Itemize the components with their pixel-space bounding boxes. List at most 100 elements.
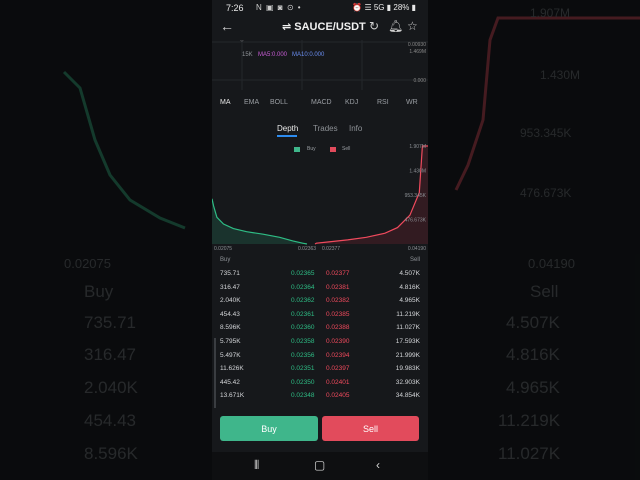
sell-quantity: 4.507K xyxy=(399,270,420,277)
indicator-ma[interactable]: MA xyxy=(220,99,231,106)
pair-title[interactable]: ⇌ SAUCE/USDT xyxy=(282,21,366,33)
order-book-row[interactable]: 11.626K 0.02351 0.02397 19.983K xyxy=(212,363,428,377)
buy-quantity: 316.47 xyxy=(220,283,240,291)
buy-quantity: 8.596K xyxy=(220,324,241,332)
mini-chart-grid xyxy=(212,40,428,90)
sell-price: 0.02377 xyxy=(326,270,350,277)
back-nav-icon[interactable]: ‹ xyxy=(376,458,380,472)
recent-apps-icon[interactable]: ⦀ xyxy=(254,458,260,472)
system-nav-bar: ⦀ ▢ ‹ xyxy=(212,452,428,480)
background-tick: 953.345K xyxy=(520,126,572,140)
sell-depth-line xyxy=(314,145,428,245)
order-book-row[interactable]: 454.43 0.02361 0.02385 11.219K xyxy=(212,309,428,323)
buy-price: 0.02348 xyxy=(291,392,315,400)
trade-buttons: Buy Sell xyxy=(212,413,428,443)
tab-trades[interactable]: Trades xyxy=(313,124,338,133)
background-value: 454.43 xyxy=(84,411,136,430)
background-value: 11.027K xyxy=(498,444,561,463)
depth-y-axis: 1.907M 1.430M 953.345K 476.673K xyxy=(405,144,427,224)
top-bar: ← ⇌ SAUCE/USDT ↻ 🔔︎ ☆ xyxy=(212,16,428,38)
tab-depth[interactable]: Depth xyxy=(277,124,299,133)
star-icon[interactable]: ☆ xyxy=(407,19,418,33)
x-tick-label: 0.04190 xyxy=(407,246,426,252)
order-book-row[interactable]: 735.71 0.02365 0.02377 4.507K xyxy=(212,268,428,282)
sell-button[interactable]: Sell xyxy=(322,416,419,441)
mini-axis-label: 1.469M xyxy=(409,49,426,55)
bell-icon[interactable]: 🔔︎ xyxy=(388,19,404,33)
order-book-row[interactable]: 5.497K 0.02356 0.02394 21.999K xyxy=(212,350,428,364)
buy-price: 0.02350 xyxy=(291,378,315,386)
mini-axis-label: 0.00930 xyxy=(407,42,426,48)
mini-axis-label: 0.000 xyxy=(413,78,426,84)
indicator-kdj[interactable]: KDJ xyxy=(345,99,359,106)
sell-quantity: 4.965K xyxy=(399,297,420,305)
background-tick: 0.04190 xyxy=(528,256,575,271)
indicator-wr[interactable]: WR xyxy=(406,99,418,106)
buy-quantity: 454.43 xyxy=(220,310,240,318)
back-arrow-icon[interactable]: ← xyxy=(220,18,234,34)
home-icon[interactable]: ▢ xyxy=(314,458,326,472)
order-book: 735.71 0.02365 0.02377 4.507K 316.47 0.02364 0… xyxy=(212,268,428,404)
order-book-row[interactable]: 13.671K 0.02348 0.02405 34.854K xyxy=(212,390,428,404)
sell-price: 0.02388 xyxy=(326,324,350,332)
order-book-header: Buy Sell xyxy=(212,257,428,267)
legend-sell-label: Sell xyxy=(342,146,351,152)
sell-quantity: 11.027K xyxy=(396,324,420,332)
legend-buy-swatch xyxy=(294,147,300,152)
background-left: 0.02075 Buy 735.71 316.47 2.040K 454.43 … xyxy=(0,0,212,480)
tab-info[interactable]: Info xyxy=(349,124,363,133)
notification-icons: N ▣ ◙ ⊙ • xyxy=(256,3,302,12)
background-sell-curve xyxy=(454,16,640,191)
buy-depth-area xyxy=(212,198,307,244)
order-book-row[interactable]: 445.42 0.02350 0.02401 32.903K xyxy=(212,377,428,391)
indicator-macd[interactable]: MACD xyxy=(311,99,332,106)
y-tick-label: 1.430M xyxy=(409,169,426,175)
sell-quantity: 4.816K xyxy=(399,283,420,291)
buy-price: 0.02356 xyxy=(291,351,315,359)
active-tab-underline xyxy=(277,135,297,137)
y-tick-label: 953.345K xyxy=(405,193,427,199)
buy-price: 0.02365 xyxy=(291,270,315,277)
buy-button[interactable]: Buy xyxy=(220,416,318,441)
order-book-row[interactable]: 5.795K 0.02358 0.02390 17.593K xyxy=(212,336,428,350)
background-value: 8.596K xyxy=(84,444,138,463)
indicator-tabs: MA EMA BOLL MACD KDJ RSI WR xyxy=(212,97,428,109)
buy-quantity: 5.497K xyxy=(220,351,241,359)
indicator-boll[interactable]: BOLL xyxy=(270,99,288,106)
ma10-label: MA10:0.000 xyxy=(292,52,325,58)
background-tick: 0.02075 xyxy=(64,256,111,271)
order-book-row[interactable]: 316.47 0.02364 0.02381 4.816K xyxy=(212,282,428,296)
sell-depth-area xyxy=(315,146,428,244)
x-tick-label: 0.02075 xyxy=(214,246,233,252)
sell-price: 0.02390 xyxy=(326,337,350,345)
refresh-icon[interactable]: ↻ xyxy=(369,19,380,33)
sell-price: 0.02381 xyxy=(326,283,350,291)
background-dim xyxy=(0,0,212,480)
buy-price: 0.02360 xyxy=(291,324,315,332)
indicator-ema[interactable]: EMA xyxy=(244,99,260,106)
sell-price: 0.02397 xyxy=(326,365,350,373)
legend-buy-label: Buy xyxy=(307,146,316,152)
scroll-indicator xyxy=(214,338,216,408)
order-book-row[interactable]: 2.040K 0.02362 0.02382 4.965K xyxy=(212,295,428,309)
sell-quantity: 19.983K xyxy=(395,365,420,373)
sell-price: 0.02382 xyxy=(326,297,350,305)
buy-quantity: 5.795K xyxy=(220,337,241,345)
background-value: 4.507K xyxy=(506,313,560,332)
buy-quantity: 445.42 xyxy=(220,378,240,386)
background-tick: 1.907M xyxy=(530,6,571,20)
sell-quantity: 34.854K xyxy=(395,392,420,400)
sell-column-header: Sell xyxy=(409,257,420,263)
y-tick-label: 476.673K xyxy=(405,218,427,224)
background-header: Buy xyxy=(84,282,114,301)
background-value: 2.040K xyxy=(84,378,138,397)
sell-quantity: 11.219K xyxy=(396,310,420,318)
order-book-row[interactable]: 8.596K 0.02360 0.02388 11.027K xyxy=(212,322,428,336)
sell-quantity: 21.999K xyxy=(395,351,420,359)
indicator-rsi[interactable]: RSI xyxy=(377,99,389,106)
buy-price: 0.02358 xyxy=(291,337,315,345)
status-indicators: ⏰ ☰ 5G ▮ 28% ▮ xyxy=(352,3,416,12)
buy-quantity: 11.626K xyxy=(220,365,244,373)
background-value: 4.965K xyxy=(506,378,560,397)
sell-quantity: 17.593K xyxy=(395,337,420,345)
